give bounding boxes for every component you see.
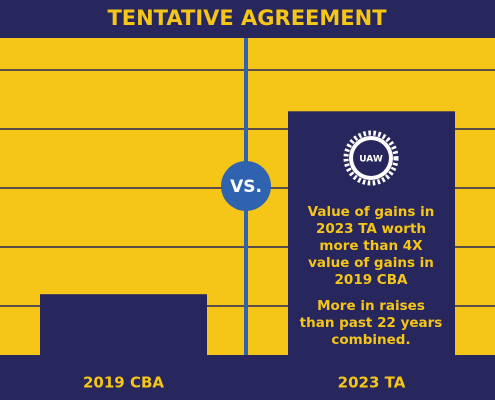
vs-badge	[221, 161, 271, 211]
annotation: Value of gains in	[308, 204, 435, 220]
logo-gear	[343, 130, 399, 186]
annotation: more than 4X	[319, 238, 423, 254]
x-tick-label: 2019 CBA	[83, 374, 164, 392]
logo-inner	[353, 140, 389, 176]
vs-label: VS.	[230, 177, 262, 197]
annotation: than past 22 years	[300, 315, 443, 331]
annotation: More in raises	[317, 298, 425, 314]
chart-title: TENTATIVE AGREEMENT	[107, 6, 387, 30]
annotation: 2023 TA worth	[316, 221, 426, 237]
annotation: combined.	[331, 332, 410, 348]
bar	[40, 294, 207, 365]
logo-text: UAW	[359, 155, 383, 165]
annotation: 2019 CBA	[335, 272, 408, 288]
x-tick-label: 2023 TA	[338, 374, 406, 392]
footer	[0, 355, 495, 400]
annotation: value of gains in	[308, 255, 434, 271]
